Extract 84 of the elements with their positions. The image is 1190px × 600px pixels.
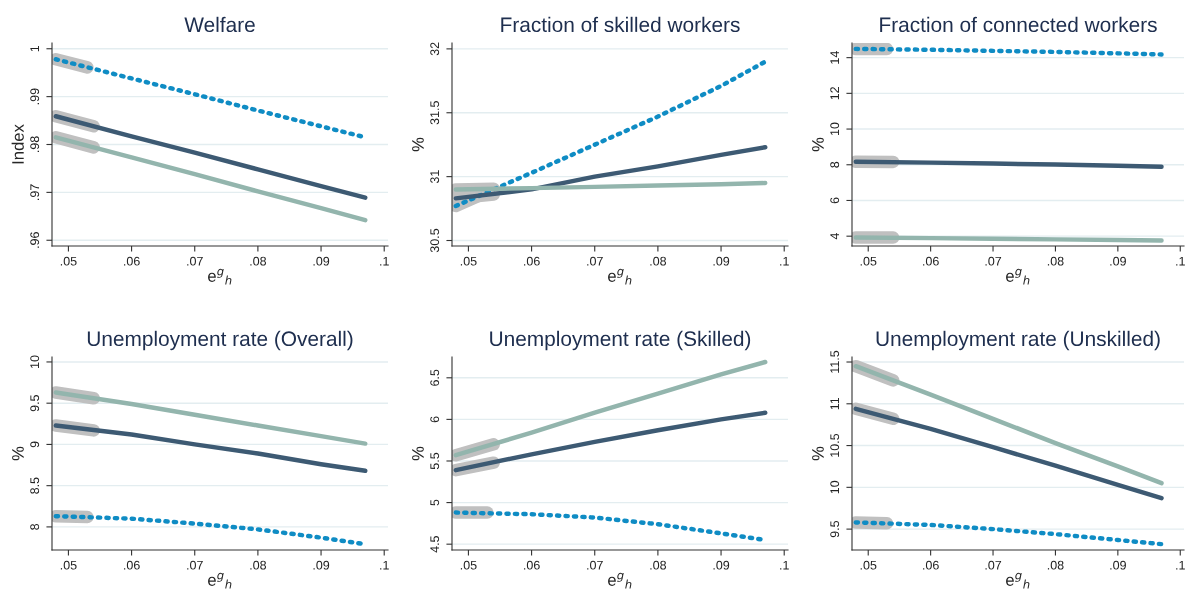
x-tick-label: .09 [313,560,330,570]
y-axis-title: % [412,137,424,152]
y-tick-label: 8 [30,523,40,530]
x-tick-label: .08 [250,560,267,570]
y-tick-label: 30.5 [430,228,440,253]
y-tick-label: 31 [430,170,440,184]
y-tick-label: 5.5 [430,452,440,470]
x-tick-label: .05 [860,560,877,570]
y-axis-title: % [412,446,424,461]
x-tick-label: .08 [650,560,667,570]
y-tick-label: 9.5 [30,395,40,412]
x-tick-label: .07 [587,560,603,570]
x-tick-label: .06 [124,256,140,266]
x-tick-label: .07 [985,256,1002,266]
y-tick-label: 6 [430,416,440,423]
y-tick-label: 32 [430,42,440,56]
y-tick-label: 9.5 [830,520,840,538]
y-tick-label: 10 [30,355,40,368]
y-tick-label: 10.5 [830,433,840,457]
x-axis-title: e$^{g}$$_{h}$ [208,268,232,285]
y-axis-title: % [812,137,824,152]
x-tick-label: .05 [460,560,477,570]
x-tick-label: .08 [650,256,667,266]
x-tick-label: .1 [1176,560,1185,570]
chart-title: Welfare [184,16,255,33]
x-tick-label: .1 [380,560,389,570]
chart-title: Fraction of skilled workers [501,16,740,33]
x-tick-label: .07 [187,256,203,266]
y-tick-label: 1 [30,45,39,52]
chart-title: Unemployment rate (Overall) [87,330,353,351]
x-tick-label: .06 [524,560,540,570]
y-tick-label: 8.5 [30,477,40,494]
x-tick-label: .07 [187,560,203,570]
y-tick-label: 6 [830,197,840,204]
x-tick-label: .1 [780,560,789,570]
y-tick-label: 31.5 [430,101,440,125]
y-tick-label: 4 [830,233,839,240]
chart-title: Unemployment rate (Skilled) [490,330,751,351]
x-tick-label: .06 [124,560,140,570]
x-tick-label: .05 [460,256,477,266]
x-tick-label: .07 [587,256,603,266]
y-axis-title: % [12,446,24,461]
y-tick-label: 8 [830,161,840,168]
x-tick-label: .06 [923,560,939,570]
x-tick-label: .08 [1047,560,1064,570]
x-tick-label: .05 [60,256,77,266]
y-tick-label: .97 [30,184,40,200]
y-tick-label: 12 [830,87,839,100]
y-tick-label: .99 [30,88,40,105]
x-tick-label: .05 [860,256,877,266]
x-tick-label: .09 [313,256,330,266]
x-axis-title: e$^{g}$$_{h}$ [208,572,232,589]
y-tick-label: 5 [430,499,440,506]
x-tick-label: .08 [1047,256,1064,266]
x-axis-title: e$^{g}$$_{h}$ [1006,268,1030,285]
y-tick-label: 9 [30,441,40,448]
x-axis-title: e$^{g}$$_{h}$ [608,572,632,589]
y-tick-label: 4.5 [430,536,440,553]
x-tick-label: .09 [713,560,730,570]
y-tick-label: 10 [830,480,840,494]
y-axis-title: Index [11,124,24,164]
y-tick-label: 11 [830,397,839,410]
x-axis-title: e$^{g}$$_{h}$ [608,268,632,285]
x-axis-title: e$^{g}$$_{h}$ [1006,572,1030,589]
y-tick-label: 10 [830,122,840,136]
y-axis-title: % [812,446,824,461]
x-tick-label: .05 [60,560,77,570]
y-tick-label: 14 [830,51,839,64]
x-tick-label: .1 [1176,256,1185,266]
y-tick-label: 11.5 [830,350,840,373]
x-tick-label: .09 [713,256,730,266]
x-tick-label: .08 [250,256,267,266]
chart-title: Unemployment rate (Unskilled) [876,330,1160,351]
x-tick-label: .06 [524,256,540,266]
x-tick-label: .06 [923,256,939,266]
x-tick-label: .09 [1110,256,1126,266]
x-tick-label: .1 [780,256,789,266]
y-tick-label: 6.5 [430,369,440,386]
chart-title: Fraction of connected workers [880,16,1157,33]
x-tick-label: .09 [1110,560,1126,570]
x-tick-label: .1 [380,256,389,266]
x-tick-label: .07 [985,560,1002,570]
y-tick-label: .96 [30,232,40,248]
y-tick-label: .98 [30,136,40,153]
